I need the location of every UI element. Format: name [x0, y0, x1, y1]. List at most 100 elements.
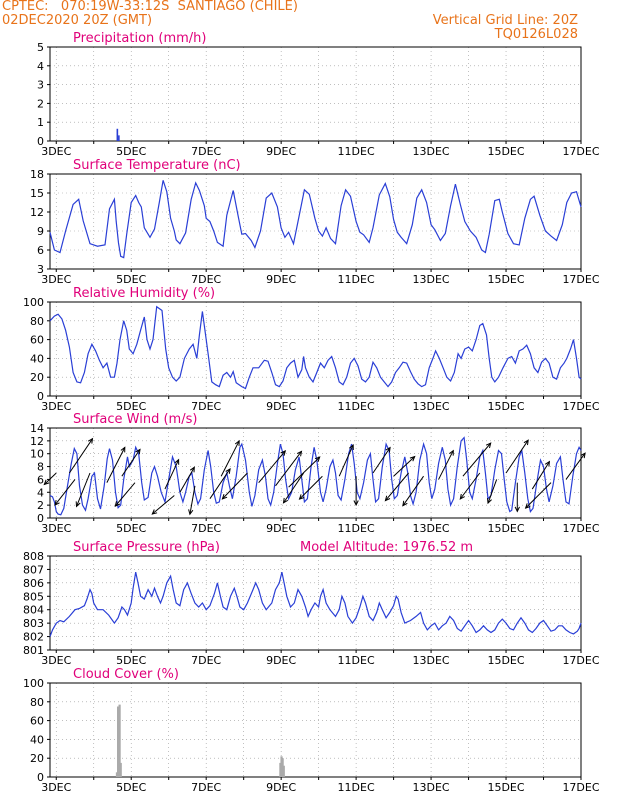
pressure-xtick-label: 5DEC	[116, 654, 146, 667]
header-datetime: 02DEC2020 20Z (GMT)	[2, 13, 153, 28]
wind-vector	[298, 475, 323, 500]
precipitation-xtick-label: 15DEC	[487, 145, 524, 158]
precipitation-ytick-label: 5	[37, 41, 44, 54]
cloud-cover-bar	[115, 772, 119, 777]
wind-vector-head	[280, 450, 287, 456]
wind-vector	[179, 466, 195, 493]
precipitation-xtick-label: 11DEC	[338, 145, 375, 158]
header-location: CPTEC: 070:19W-33:12S SANTIAGO (CHILE)	[2, 0, 298, 14]
wind-vector-head	[348, 443, 354, 451]
wind-vector	[221, 472, 248, 500]
wind-vector-shaft	[189, 485, 196, 515]
wind-vector	[220, 439, 240, 477]
temperature-ytick-label: 12	[30, 206, 44, 219]
wind-vector	[68, 437, 94, 474]
temperature-xtick-label: 9DEC	[266, 273, 296, 286]
wind-vector-head	[120, 446, 126, 453]
wind-vector-head	[296, 450, 303, 457]
wind-xtick-label: 13DEC	[413, 522, 450, 535]
temperature-xtick-label: 7DEC	[191, 273, 221, 286]
wind-vector-shaft	[151, 495, 175, 515]
pressure-xtick-label: 15DEC	[487, 654, 524, 667]
wind-vector	[54, 479, 76, 506]
humidity-ytick-label: 0	[37, 390, 44, 403]
wind-vector-shaft	[220, 440, 240, 477]
wind-vector	[459, 472, 481, 500]
wind-vector	[106, 446, 126, 483]
wind-vector	[384, 472, 409, 502]
cloud-cover-xtick-label: 7DEC	[191, 781, 221, 794]
temperature-ytick-label: 18	[30, 168, 44, 181]
wind-vector	[188, 485, 196, 516]
temperature-frame	[49, 173, 582, 270]
wind-vector-head	[151, 509, 158, 515]
cloud-cover-ytick-label: 40	[30, 733, 44, 746]
wind-vector	[114, 482, 136, 507]
precipitation-ytick-label: 3	[37, 79, 44, 92]
pressure-ytick-label: 803	[23, 617, 44, 630]
wind-vector-head	[298, 494, 305, 500]
wind-vector	[121, 448, 141, 477]
precipitation-xtick-label: 17DEC	[562, 145, 599, 158]
wind-ytick-label: 0	[37, 512, 44, 525]
wind-ytick-label: 8	[37, 461, 44, 474]
pressure-ytick-label: 801	[23, 644, 44, 657]
precipitation-frame	[49, 46, 582, 142]
wind-xtick-label: 15DEC	[487, 522, 524, 535]
pressure-xtick-label: 7DEC	[191, 654, 221, 667]
wind-vector-head	[514, 506, 520, 513]
wind-xtick-label: 9DEC	[266, 522, 296, 535]
precipitation-xtick-label: 3DEC	[41, 145, 71, 158]
wind-vector-head	[188, 509, 194, 516]
wind-vector	[275, 450, 303, 487]
cloud-cover-xtick-label: 17DEC	[562, 781, 599, 794]
precipitation-xtick-label: 7DEC	[191, 145, 221, 158]
wind-vector	[288, 456, 321, 488]
wind-vector-shaft	[487, 479, 498, 504]
pressure-title: Surface Pressure (hPa)	[73, 540, 220, 555]
wind-vector-shaft	[525, 482, 552, 509]
wind-xtick-label: 7DEC	[191, 522, 221, 535]
humidity-series-line	[49, 305, 582, 390]
wind-vector-shaft	[179, 467, 195, 493]
humidity-ytick-label: 60	[30, 334, 44, 347]
wind-vector-shaft	[114, 482, 136, 507]
humidity-title: Relative Humidity (%)	[73, 286, 215, 301]
wind-vector-head	[487, 498, 492, 505]
wind-vector-shaft	[209, 468, 231, 499]
cloud-cover-panel: 0 20 40 60 80 100 3DEC 5DEC 7DEC 9DEC 11DEC 13DEC 15…	[23, 667, 600, 794]
cloud-cover-bar	[282, 765, 285, 777]
pressure-ytick-label: 805	[23, 590, 44, 603]
cloud-cover-bar	[280, 756, 283, 777]
wind-vector-head	[87, 437, 94, 444]
cloud-cover-xtick-label: 13DEC	[413, 781, 450, 794]
cloud-cover-xtick-label: 9DEC	[266, 781, 296, 794]
precipitation-ytick-label: 1	[37, 116, 44, 129]
wind-ytick-label: 14	[30, 422, 44, 435]
temperature-ytick-label: 6	[37, 244, 44, 257]
pressure-xtick-label: 17DEC	[562, 654, 599, 667]
wind-vector-shaft	[402, 475, 424, 506]
wind-vector-head	[189, 466, 195, 473]
pressure-xtick-label: 9DEC	[266, 654, 296, 667]
wind-vector	[505, 439, 529, 474]
wind-vector-shaft	[438, 450, 454, 480]
wind-vector-shaft	[54, 479, 76, 506]
cloud-cover-bar	[281, 758, 284, 777]
wind-vector	[514, 482, 520, 513]
wind-vector-shaft	[43, 472, 57, 485]
pressure-xtick-label: 11DEC	[338, 654, 375, 667]
wind-vector	[75, 472, 91, 508]
humidity-frame	[49, 301, 582, 397]
wind-ytick-label: 6	[37, 473, 44, 486]
temperature-title: Surface Temperature (nC)	[73, 158, 241, 173]
pressure-xtick-label: 13DEC	[413, 654, 450, 667]
cloud-cover-title: Cloud Cover (%)	[73, 667, 179, 682]
wind-vector-head	[282, 497, 289, 504]
wind-vector-head	[524, 503, 531, 509]
cloud-cover-bar	[279, 762, 282, 777]
wind-vector-head	[114, 501, 121, 507]
humidity-panel: 0 20 40 60 80 100 3DEC 5DEC 7DEC 9DEC 11DEC 13DEC 15…	[23, 286, 600, 413]
wind-vector	[565, 452, 586, 480]
